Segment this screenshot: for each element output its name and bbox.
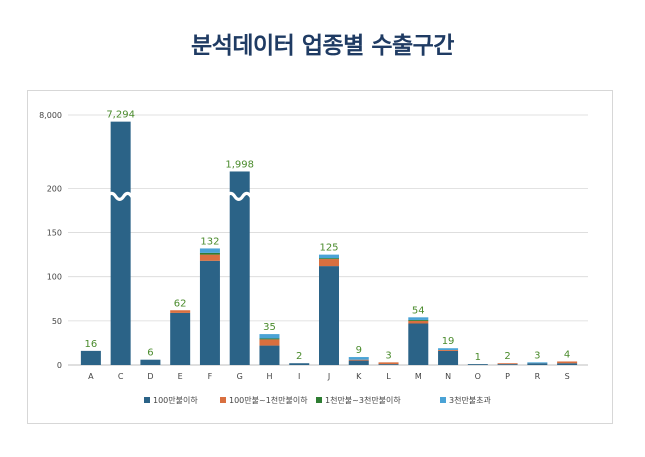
value-label-R: 3: [534, 350, 540, 361]
legend-label-1: 100만불이하: [153, 395, 198, 405]
x-tick-label-I: I: [298, 372, 300, 381]
bar-segment-O-1[interactable]: [467, 364, 488, 365]
legend-swatch-4: [440, 397, 446, 403]
bar-segment-M-3[interactable]: [408, 319, 429, 321]
bar-segment-S-1[interactable]: [557, 363, 578, 365]
bar-segment-H-3[interactable]: [259, 338, 280, 340]
bar-segment-H-1[interactable]: [259, 345, 280, 365]
bar-segment-G-1[interactable]: [229, 171, 250, 365]
bar-segment-H-2[interactable]: [259, 339, 280, 346]
value-label-O: 1: [475, 352, 481, 363]
x-tick-label-P: P: [505, 372, 510, 381]
bar-segment-M-4[interactable]: [408, 317, 429, 320]
chart-frame: 0 50 100 150 200 8,000 16 A 7,294 C 6 D 62 E 132 F 1,998…: [27, 90, 613, 424]
bar-segment-K-4[interactable]: [348, 357, 369, 360]
value-label-K: 9: [356, 345, 362, 356]
legend-label-3: 1천만불~3천만불이하: [325, 395, 401, 405]
legend-swatch-1: [144, 397, 150, 403]
value-label-S: 4: [564, 349, 570, 360]
bar-segment-J-3[interactable]: [319, 258, 339, 260]
bar-segment-S-2[interactable]: [557, 361, 578, 364]
y-tick-label: 150: [47, 229, 62, 238]
value-label-P: 2: [504, 351, 510, 362]
value-label-H: 35: [263, 322, 276, 333]
bar-segment-F-1[interactable]: [199, 260, 220, 365]
x-tick-label-M: M: [415, 372, 422, 381]
value-label-M: 54: [412, 305, 425, 316]
x-tick-label-K: K: [356, 372, 362, 381]
bar-segment-K-2[interactable]: [348, 359, 369, 361]
x-tick-label-L: L: [386, 372, 391, 381]
bar-segment-M-2[interactable]: [408, 320, 429, 324]
bar-segment-I-1[interactable]: [289, 363, 310, 365]
x-tick-label-A: A: [88, 372, 94, 381]
bar-segment-M-1[interactable]: [408, 323, 429, 365]
x-tick-label-D: D: [147, 372, 153, 381]
x-tick-label-N: N: [445, 372, 451, 381]
x-tick-label-J: J: [327, 372, 330, 381]
y-tick-label: 100: [47, 273, 62, 282]
y-tick-label: 0: [57, 361, 62, 370]
value-label-L: 3: [385, 350, 391, 361]
bar-segment-L-1[interactable]: [378, 364, 399, 365]
axis-break-marker: [225, 191, 261, 201]
bar-segment-J-2[interactable]: [319, 259, 339, 267]
x-tick-label-S: S: [565, 372, 570, 381]
bar-segment-K-1[interactable]: [348, 360, 369, 365]
y-tick-label: 50: [52, 317, 62, 326]
bar-segment-N-4[interactable]: [438, 348, 459, 350]
value-label-D: 6: [147, 348, 153, 359]
value-label-J: 125: [319, 243, 338, 254]
value-label-C: 7,294: [106, 110, 135, 121]
x-tick-label-R: R: [535, 372, 541, 381]
bar-segment-F-4[interactable]: [199, 248, 220, 253]
bar-segment-C-1[interactable]: [110, 121, 131, 365]
bar-segment-J-1[interactable]: [319, 266, 339, 365]
bar-segment-R-4[interactable]: [527, 362, 548, 364]
value-label-E: 62: [174, 298, 187, 309]
bar-segment-E-1[interactable]: [170, 312, 191, 365]
bar-segment-D-1[interactable]: [140, 359, 161, 365]
bar-chart: 0501001502008,00016A7,294C6D62E132F1,998…: [39, 110, 588, 405]
bar-segment-F-3[interactable]: [199, 252, 220, 255]
bar-segment-J-4[interactable]: [319, 254, 339, 259]
value-label-N: 19: [442, 336, 455, 347]
legend-swatch-2: [220, 397, 226, 403]
x-tick-label-C: C: [118, 372, 124, 381]
x-tick-label-F: F: [208, 372, 213, 381]
bar-segment-P-2[interactable]: [497, 363, 518, 365]
x-tick-label-H: H: [266, 372, 272, 381]
bar-segment-H-4[interactable]: [259, 334, 280, 339]
bar-segment-E-2[interactable]: [170, 310, 191, 313]
bar-segment-A-1[interactable]: [80, 350, 101, 365]
legend-swatch-3: [316, 397, 322, 403]
chart-title: 분석데이터 업종별 수출구간: [191, 33, 454, 59]
x-tick-label-O: O: [475, 372, 481, 381]
legend-label-2: 100만불~1천만불이하: [229, 395, 308, 405]
bar-segment-F-2[interactable]: [199, 254, 220, 261]
x-tick-label-G: G: [237, 372, 243, 381]
bar-segment-L-2[interactable]: [378, 362, 399, 365]
y-tick-label: 8,000: [39, 111, 62, 120]
legend-label-4: 3천만불초과: [449, 395, 492, 405]
value-label-F: 132: [200, 236, 219, 247]
bar-segment-R-1[interactable]: [527, 363, 548, 365]
value-label-G: 1,998: [225, 159, 254, 170]
x-tick-label-E: E: [178, 372, 183, 381]
bar-segment-N-1[interactable]: [438, 350, 459, 365]
axis-break-marker: [106, 191, 141, 201]
y-tick-label: 200: [47, 184, 62, 193]
bar-segment-P-1[interactable]: [497, 364, 518, 365]
value-label-I: 2: [296, 351, 302, 362]
bar-segment-N-2[interactable]: [438, 349, 459, 351]
value-label-A: 16: [85, 339, 98, 350]
